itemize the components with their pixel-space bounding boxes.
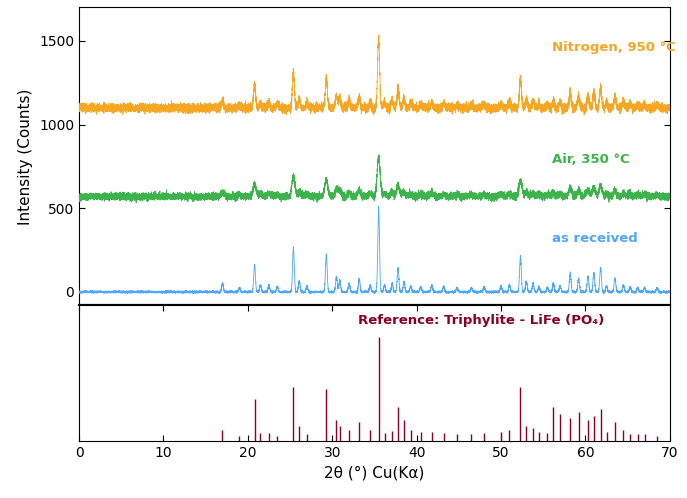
- Y-axis label: Intensity (Counts): Intensity (Counts): [19, 88, 34, 225]
- X-axis label: 2θ (°) Cu(Kα): 2θ (°) Cu(Kα): [324, 465, 425, 480]
- Text: Nitrogen, 950 °C: Nitrogen, 950 °C: [552, 41, 675, 54]
- Text: as received: as received: [552, 232, 638, 245]
- Text: Reference: Triphylite - LiFe (PO₄): Reference: Triphylite - LiFe (PO₄): [357, 314, 604, 327]
- Text: Air, 350 °C: Air, 350 °C: [552, 153, 629, 166]
